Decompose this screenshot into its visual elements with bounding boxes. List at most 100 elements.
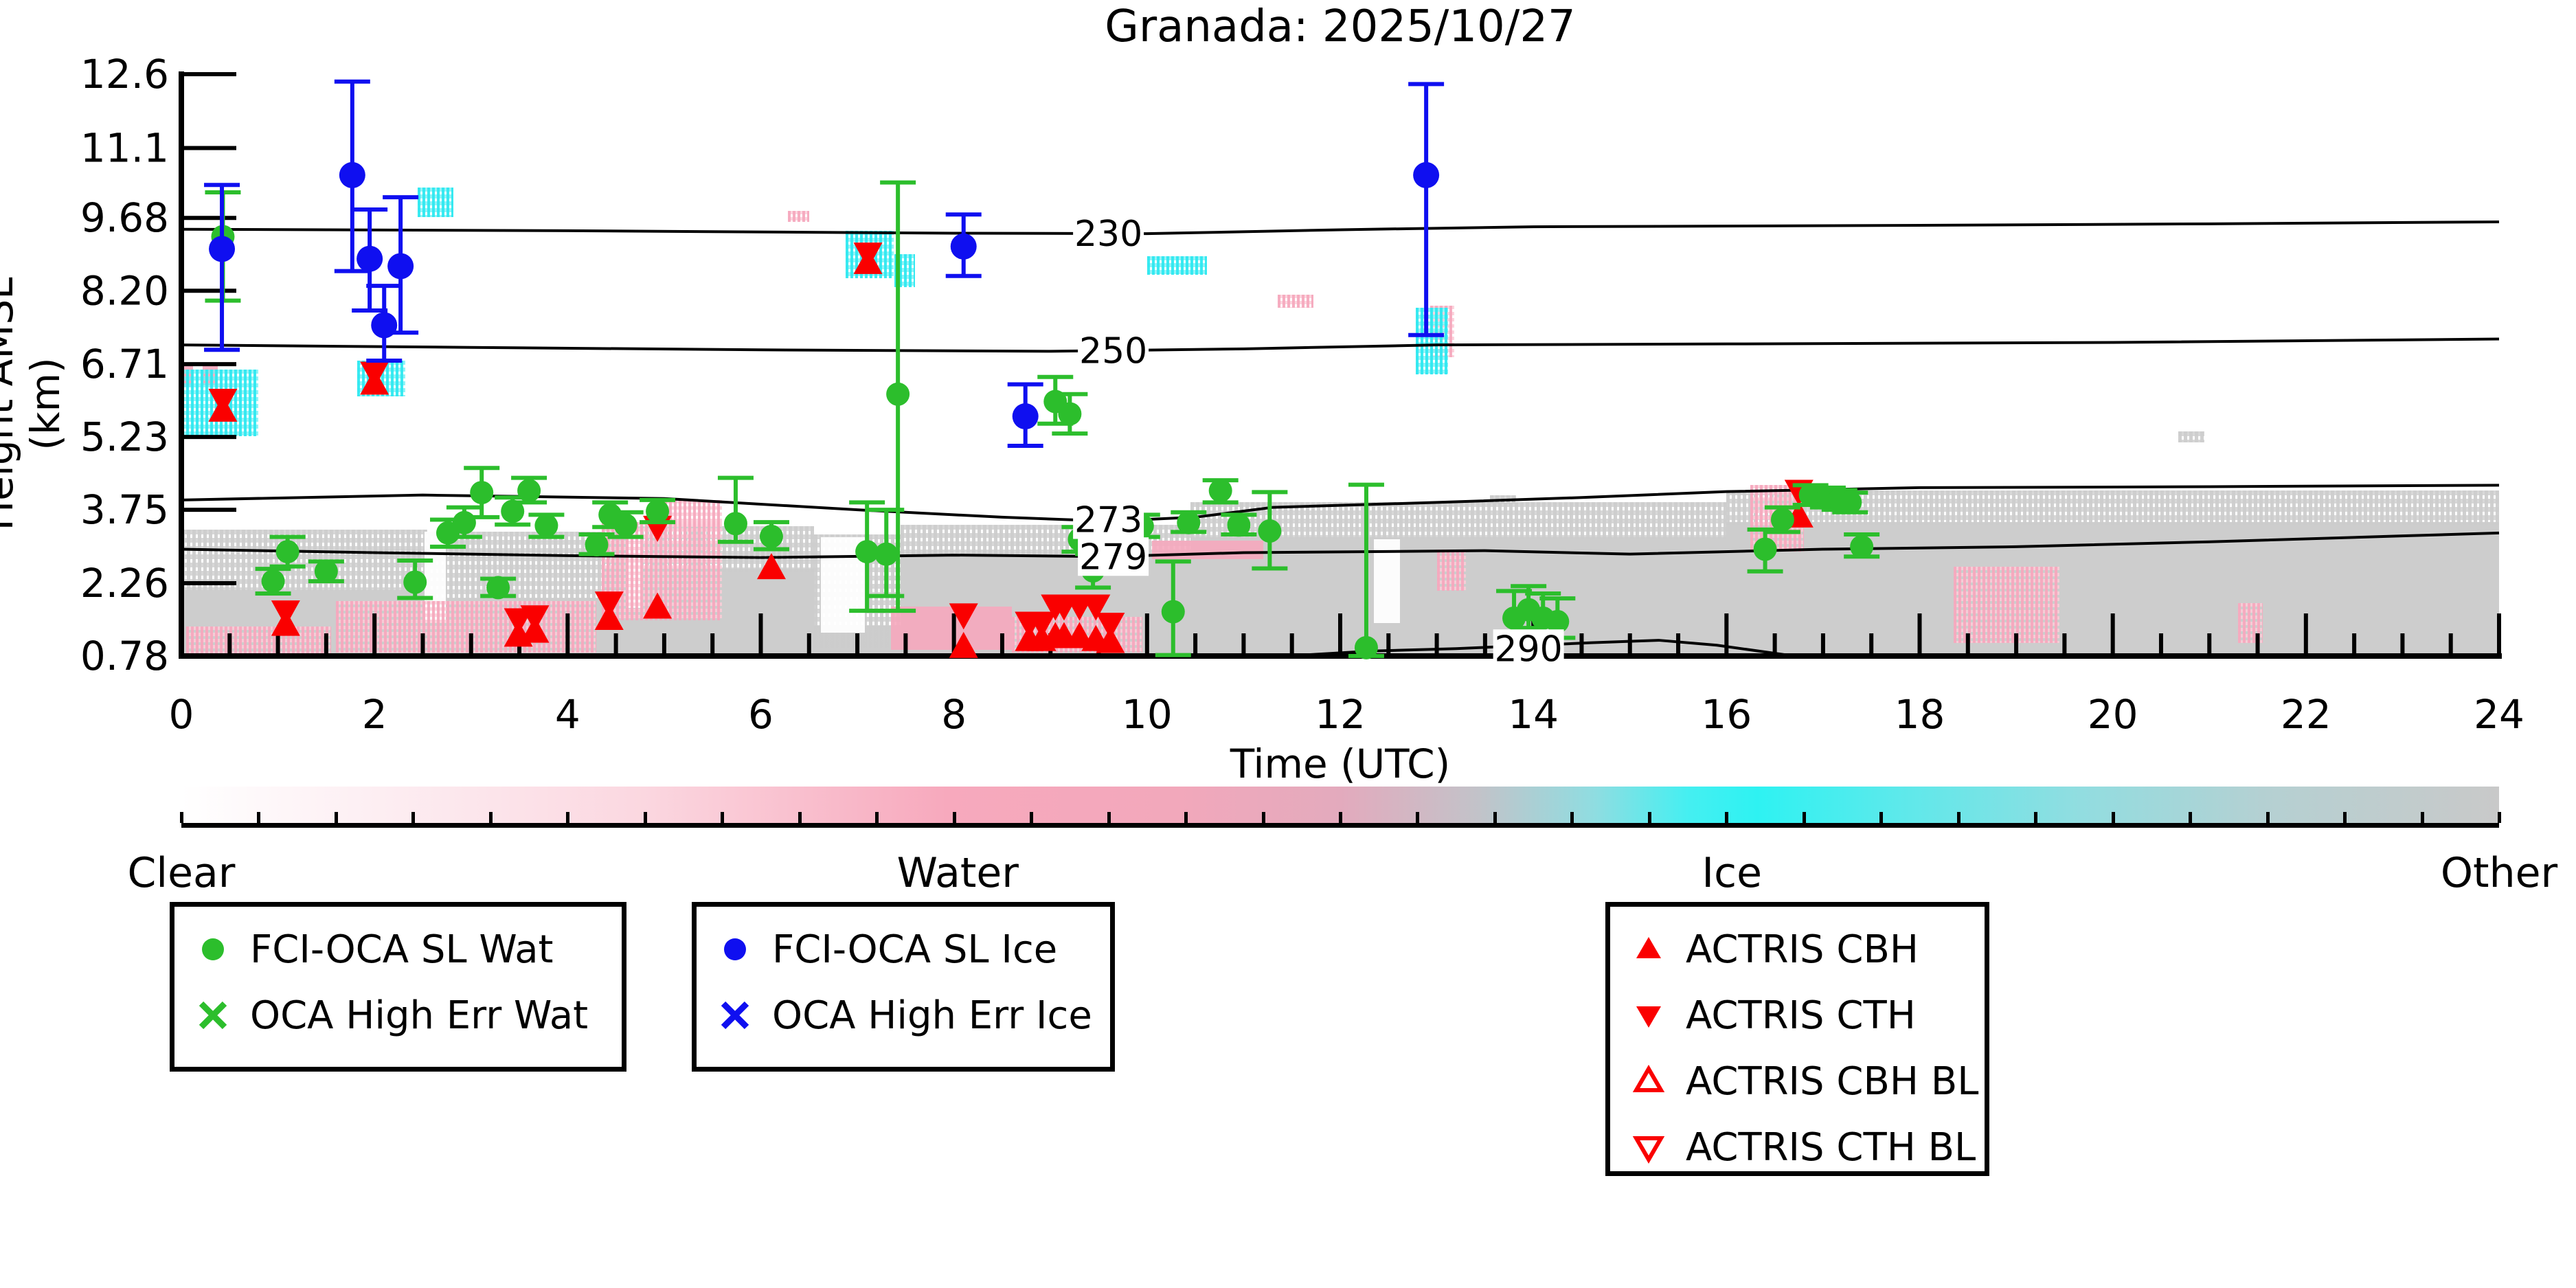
x-tick-label: 8	[941, 691, 967, 738]
bg-patch-water	[1750, 485, 1804, 552]
colorbar-label-water: Water	[896, 849, 1019, 897]
marker-shape	[724, 938, 746, 960]
colorbar-tick	[2189, 812, 2193, 823]
y-tick-label: 6.71	[80, 341, 169, 387]
bg-patch-other	[1726, 490, 2499, 525]
y-axis-label: Height AMSL (km)	[0, 277, 69, 531]
colorbar-label-ice: Ice	[1702, 849, 1763, 897]
blue-circle-icon	[724, 938, 746, 960]
bg-patch-ice	[1146, 256, 1207, 275]
marker-shape	[199, 1001, 227, 1030]
triangle-down-open-icon	[1632, 1136, 1665, 1164]
x-tick-label: 20	[2088, 691, 2138, 738]
colorbar-tick	[1261, 812, 1265, 823]
category-colorbar	[180, 787, 2501, 828]
bg-patch-clear	[1374, 539, 1401, 623]
colorbar-tick	[1647, 812, 1651, 823]
bg-patch-ice	[181, 369, 259, 436]
bg-patch-ice	[1415, 308, 1449, 375]
legend-item-label: FCI-OCA SL Ice	[772, 927, 1058, 972]
colorbar-tick	[1493, 812, 1497, 823]
x-marker-icon	[199, 1001, 227, 1030]
legend-item: OCA High Err Wat	[191, 988, 588, 1043]
x-tick-label: 2	[362, 691, 387, 738]
colorbar-label-other: Other	[2440, 849, 2558, 897]
y-tick-label: 2.26	[80, 560, 169, 607]
colorbar-tick	[1107, 812, 1111, 823]
legend-item-label: FCI-OCA SL Wat	[250, 927, 554, 972]
legend-box-1: FCI-OCA SL Ice OCA High Err Ice	[692, 902, 1115, 1072]
legend-item: ACTRIS CBH	[1627, 922, 1919, 977]
legend-item-label: ACTRIS CTH	[1686, 993, 1916, 1038]
legend-item: ACTRIS CTH	[1627, 988, 1916, 1043]
y-tick-label: 8.20	[80, 267, 169, 314]
bg-patch-other	[427, 532, 602, 600]
triangle-up-filled-icon	[1636, 937, 1661, 958]
chart-title: Granada: 2025/10/27	[1105, 1, 1576, 52]
x-tick-label: 0	[169, 691, 194, 738]
bg-patch-water	[1151, 541, 1263, 559]
bg-patch-other	[181, 529, 428, 591]
colorbar-tick	[1725, 812, 1729, 823]
bg-patch-water	[1436, 549, 1466, 591]
x-tick-label: 16	[1701, 691, 1752, 738]
colorbar-label-clear: Clear	[127, 849, 236, 897]
green-circle-icon	[202, 938, 224, 960]
colorbar-tick	[334, 812, 338, 823]
colorbar-tick	[488, 812, 493, 823]
y-tick-label: 11.1	[80, 124, 169, 171]
bg-patch-other	[901, 524, 1191, 557]
bg-patch-ice	[357, 361, 406, 397]
colorbar-tick	[721, 812, 725, 823]
bg-patch-water	[335, 600, 597, 653]
triangle-down-filled-icon	[1636, 1006, 1661, 1028]
legend-item: FCI-OCA SL Ice	[713, 922, 1057, 977]
colorbar-tick	[643, 812, 647, 823]
legend-item-label: ACTRIS CBH	[1686, 927, 1919, 972]
x-tick-label: 14	[1508, 691, 1559, 738]
bg-patch-ice	[894, 253, 916, 287]
colorbar-tick	[1184, 812, 1188, 823]
marker-shape	[721, 1001, 749, 1030]
y-tick-label: 9.68	[80, 194, 169, 241]
bg-patch-other	[2178, 431, 2205, 442]
colorbar-tick	[2034, 812, 2038, 823]
bg-patch-ice	[846, 230, 894, 279]
x-tick-label: 4	[555, 691, 580, 738]
colorbar-tick	[2111, 812, 2115, 823]
bg-patch-ice	[418, 187, 454, 217]
legend-item-label: OCA High Err Ice	[772, 993, 1092, 1038]
legend-item-label: ACTRIS CTH BL	[1686, 1125, 1976, 1170]
colorbar-tick	[952, 812, 956, 823]
legend-item: FCI-OCA SL Wat	[191, 922, 554, 977]
colorbar-tick	[2343, 812, 2347, 823]
legend-item: ACTRIS CBH BL	[1627, 1054, 1978, 1109]
bg-patch-water	[1277, 295, 1313, 308]
x-tick-label: 18	[1895, 691, 1945, 738]
bg-patch-water	[891, 607, 1012, 651]
colorbar-tick	[180, 812, 183, 823]
legend-box-0: FCI-OCA SL Wat OCA High Err Wat	[170, 902, 626, 1072]
bg-patch-water	[186, 626, 331, 655]
triangle-up-open-icon	[1632, 1065, 1665, 1092]
marker-shape	[1636, 1006, 1661, 1028]
x-axis-label: Time (UTC)	[1230, 741, 1451, 787]
marker-shape	[202, 938, 224, 960]
colorbar-tick	[257, 812, 261, 823]
marker-shape	[1632, 1136, 1665, 1164]
y-tick-label: 12.6	[80, 51, 169, 98]
y-tick-label: 3.75	[80, 486, 169, 533]
colorbar-tick	[566, 812, 570, 823]
x-tick-label: 22	[2281, 691, 2331, 738]
legend-item: OCA High Err Ice	[713, 988, 1092, 1043]
x-tick-label: 12	[1315, 691, 1366, 738]
legend-item-label: OCA High Err Wat	[250, 993, 589, 1038]
colorbar-tick	[2266, 812, 2270, 823]
y-tick-label: 5.23	[80, 414, 169, 460]
colorbar-tick	[1416, 812, 1420, 823]
colorbar-tick	[411, 812, 416, 823]
plot-area-background	[181, 74, 2499, 656]
bg-patch-other	[1489, 495, 1516, 504]
bg-patch-water	[787, 211, 809, 222]
